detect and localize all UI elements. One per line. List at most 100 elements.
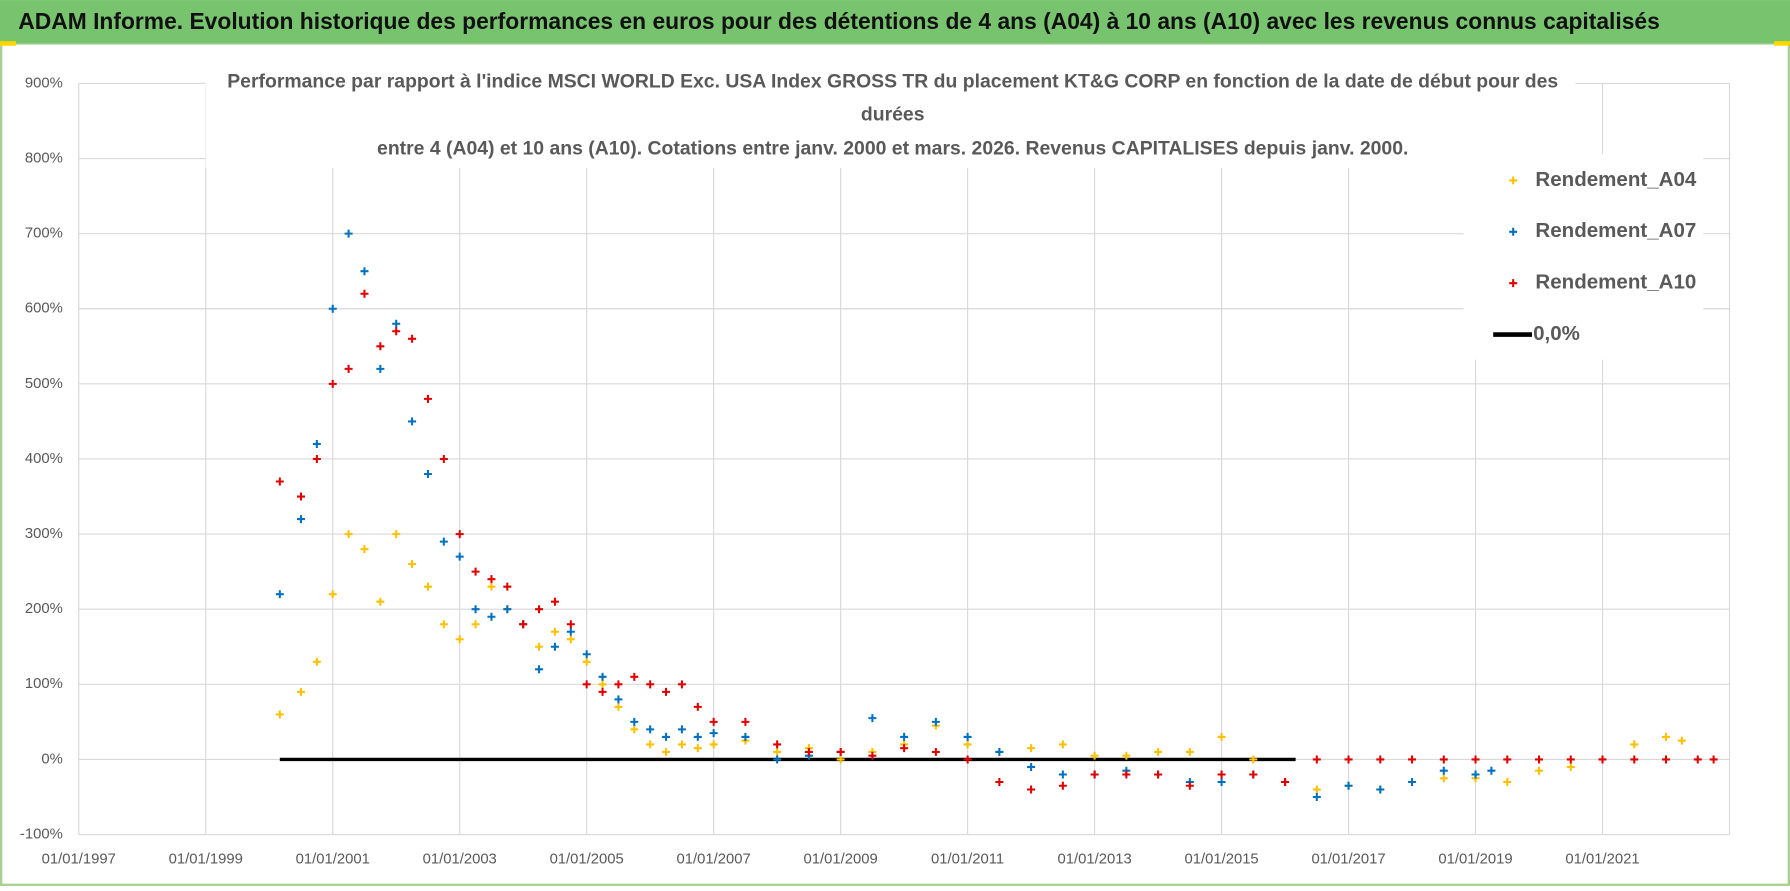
point bbox=[741, 732, 750, 741]
point bbox=[275, 710, 284, 719]
point bbox=[1662, 755, 1670, 764]
point bbox=[995, 777, 1004, 786]
point bbox=[662, 732, 671, 741]
point bbox=[1376, 755, 1385, 764]
y-tick-label: 600% bbox=[25, 301, 63, 317]
point bbox=[1598, 755, 1607, 764]
point bbox=[1058, 781, 1067, 790]
point bbox=[312, 439, 321, 448]
point bbox=[296, 687, 305, 696]
y-tick-label: 400% bbox=[25, 451, 63, 467]
point bbox=[1471, 755, 1480, 764]
point bbox=[392, 319, 401, 328]
point bbox=[455, 635, 464, 644]
point bbox=[423, 470, 432, 479]
point bbox=[328, 379, 337, 388]
point bbox=[646, 740, 655, 749]
point bbox=[471, 620, 480, 629]
point bbox=[582, 680, 591, 689]
point bbox=[566, 620, 575, 629]
x-tick-label: 01/01/2021 bbox=[1565, 852, 1639, 868]
point bbox=[312, 657, 321, 666]
x-tick-label: 01/01/2009 bbox=[804, 852, 878, 868]
point bbox=[376, 597, 385, 606]
point bbox=[1439, 755, 1448, 764]
point bbox=[1058, 770, 1067, 779]
x-tick-label: 01/01/2015 bbox=[1184, 852, 1258, 868]
point bbox=[1312, 755, 1321, 764]
point bbox=[455, 552, 464, 561]
point bbox=[1662, 732, 1670, 741]
point bbox=[1281, 777, 1290, 786]
point bbox=[1408, 755, 1417, 764]
point bbox=[1630, 740, 1639, 749]
point bbox=[630, 672, 639, 681]
point bbox=[503, 582, 512, 591]
point bbox=[344, 229, 353, 238]
point bbox=[550, 597, 559, 606]
page-title: ADAM Informe. Evolution historique des p… bbox=[18, 8, 1660, 34]
point bbox=[423, 582, 432, 591]
point bbox=[1503, 755, 1512, 764]
point bbox=[836, 747, 845, 756]
x-tick-label: 01/01/2013 bbox=[1057, 852, 1131, 868]
point bbox=[1312, 785, 1321, 794]
point bbox=[677, 680, 686, 689]
point bbox=[1217, 732, 1226, 741]
legend-swatch bbox=[1509, 279, 1518, 288]
x-tick-label: 01/01/1999 bbox=[169, 852, 243, 868]
x-tick-label: 01/01/1997 bbox=[42, 852, 116, 868]
point bbox=[1344, 755, 1353, 764]
point bbox=[519, 620, 528, 629]
legend-label: 0,0% bbox=[1533, 322, 1580, 345]
subtitle-box bbox=[205, 62, 1576, 168]
x-tick-label: 01/01/2011 bbox=[931, 852, 1004, 868]
point bbox=[487, 575, 496, 584]
x-tick-label: 01/01/2003 bbox=[423, 852, 497, 868]
y-tick-label: 0% bbox=[41, 751, 62, 767]
point bbox=[1503, 777, 1512, 786]
y-tick-label: -100% bbox=[20, 826, 63, 842]
point bbox=[344, 364, 353, 373]
point bbox=[376, 364, 385, 373]
point bbox=[677, 740, 686, 749]
point bbox=[773, 755, 782, 764]
point bbox=[1090, 751, 1099, 760]
point bbox=[582, 657, 591, 666]
point bbox=[646, 680, 655, 689]
point bbox=[1249, 770, 1258, 779]
point bbox=[931, 747, 940, 756]
point bbox=[392, 530, 401, 539]
point bbox=[741, 717, 750, 726]
x-tick-label: 01/01/2017 bbox=[1311, 852, 1385, 868]
x-tick-label: 01/01/2001 bbox=[296, 852, 370, 868]
point bbox=[995, 747, 1004, 756]
point bbox=[1487, 766, 1496, 775]
point bbox=[296, 492, 305, 501]
point bbox=[614, 680, 623, 689]
point bbox=[1439, 766, 1448, 775]
point bbox=[614, 695, 623, 704]
marks bbox=[275, 229, 1718, 801]
point bbox=[1376, 785, 1385, 794]
y-tick-label: 100% bbox=[25, 676, 63, 692]
point bbox=[1185, 747, 1194, 756]
point bbox=[487, 582, 496, 591]
point bbox=[963, 755, 972, 764]
point bbox=[439, 454, 448, 463]
point bbox=[408, 560, 417, 569]
point bbox=[1535, 755, 1544, 764]
point bbox=[328, 590, 337, 599]
y-tick-label: 700% bbox=[25, 226, 63, 242]
point bbox=[1122, 770, 1131, 779]
point bbox=[1154, 770, 1163, 779]
point bbox=[630, 717, 639, 726]
y-tick-label: 800% bbox=[25, 150, 63, 166]
x-tick-label: 01/01/2019 bbox=[1438, 852, 1512, 868]
point bbox=[535, 605, 544, 614]
point bbox=[360, 267, 369, 276]
point bbox=[1122, 751, 1131, 760]
point bbox=[408, 334, 417, 343]
